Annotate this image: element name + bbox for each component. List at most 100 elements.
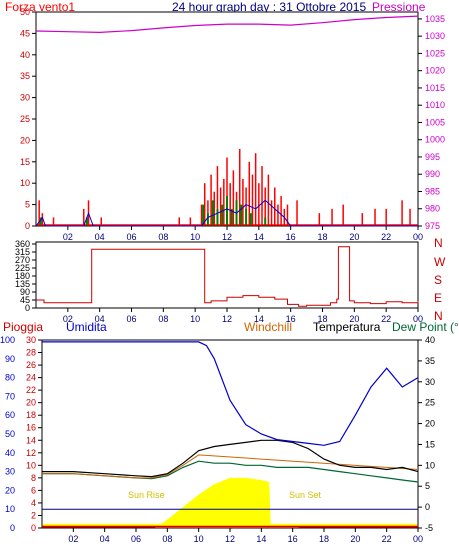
temp-tick-label: 40 (425, 335, 435, 345)
x-tick-label: 16 (286, 232, 296, 242)
temp-tick-label: 15 (425, 439, 435, 449)
y-right-tick-label: 1005 (425, 117, 445, 127)
panel1-marks (35, 15, 419, 227)
y-right-tick-label: 990 (425, 169, 440, 179)
x-tick-label: 20 (349, 314, 359, 324)
y-right-tick-label: 1000 (425, 135, 445, 145)
y-left-tick-label: 30 (20, 93, 30, 103)
y-right-tick-label: 975 (425, 221, 440, 231)
x-tick-label: 04 (100, 534, 110, 544)
humidity-tick-label: 30 (5, 467, 15, 477)
x-tick-label: 22 (381, 314, 391, 324)
rain-tick-label: 8 (31, 473, 36, 483)
x-tick-label: 02 (68, 534, 78, 544)
y-right-tick-label: 1015 (425, 83, 445, 93)
temp-tick-label: -5 (425, 523, 433, 533)
panel1-right-axis: 975 980 985 990 995 1000 1005 1010 1015 1020 1025 1… (418, 14, 445, 231)
rain-tick-label: 0 (31, 523, 36, 533)
humidity-tick-label: 80 (5, 373, 15, 383)
y-right-tick-label: 995 (425, 152, 440, 162)
rain-tick-label: 4 (31, 498, 36, 508)
x-tick-label: 08 (158, 314, 168, 324)
y-left-tick-label: 10 (20, 178, 30, 188)
y-right-tick-label: 980 (425, 204, 440, 214)
x-tick-label: 22 (382, 534, 392, 544)
humidity-tick-label: 10 (5, 504, 15, 514)
y-left-tick-label: 25 (20, 114, 30, 124)
humidity-tick-label: 100 (0, 335, 15, 345)
panel2-marks (36, 246, 419, 307)
x-tick-label: 14 (256, 534, 266, 544)
x-tick-label: 20 (350, 534, 360, 544)
x-tick-label: 00 (413, 314, 423, 324)
humidity-tick-label: 50 (5, 429, 15, 439)
y-tick-label: 180 (15, 271, 30, 281)
solar-area (154, 477, 419, 528)
x-tick-label: 10 (190, 232, 200, 242)
windchill-series-label: Windchill (244, 320, 292, 334)
x-tick-label: 12 (222, 232, 232, 242)
humidity-tick-label: 60 (5, 410, 15, 420)
y-left-tick-label: 5 (25, 200, 30, 210)
x-tick-label: 06 (131, 534, 141, 544)
humidity-tick-label: 20 (5, 485, 15, 495)
y-right-tick-label: 1035 (425, 14, 445, 24)
chart-title: 24 hour graph day : 31 Ottobre 2015 (172, 0, 366, 14)
x-tick-label: 04 (95, 232, 105, 242)
y-tick-label: 0 (25, 303, 30, 313)
gust-line (35, 199, 418, 227)
rain-tick-label: 14 (26, 435, 36, 445)
x-tick-label: 10 (190, 314, 200, 324)
x-tick-label: 22 (381, 232, 391, 242)
x-tick-label: 08 (162, 534, 172, 544)
temp-tick-label: 5 (425, 481, 430, 491)
y-left-tick-label: 50 (20, 7, 30, 17)
y-right-tick-label: 1020 (425, 66, 445, 76)
x-tick-label: 06 (126, 314, 136, 324)
x-tick-label: 10 (194, 534, 204, 544)
rain-tick-label: 2 (31, 510, 36, 520)
humidity-line (42, 341, 419, 446)
temperature-series-label: Temperatura (313, 320, 381, 334)
rain-series-label: Pioggia (3, 320, 43, 334)
rain-tick-label: 28 (26, 348, 36, 358)
y-tick-label: 270 (15, 255, 30, 265)
x-tick-label: 12 (222, 314, 232, 324)
rain-tick-label: 26 (26, 360, 36, 370)
humidity-tick-label: 40 (5, 448, 15, 458)
humidity-series-label: Umidita (66, 320, 107, 334)
x-tick-label: 16 (288, 534, 298, 544)
x-tick-label: 02 (63, 314, 73, 324)
rain-tick-label: 6 (31, 485, 36, 495)
y-right-tick-label: 1010 (425, 100, 445, 110)
y-tick-label: 360 (15, 239, 30, 249)
wind-direction-line (36, 246, 419, 307)
direction-label: S (434, 273, 442, 287)
sunset-annotation: Sun Set (289, 490, 322, 500)
panel2-x-axis: 02 04 06 08 10 12 14 16 18 20 22 00 (63, 308, 423, 324)
x-tick-label: 18 (319, 534, 329, 544)
y-right-tick-label: 1025 (425, 48, 445, 58)
direction-label: E (434, 291, 442, 305)
y-left-tick-label: 15 (20, 157, 30, 167)
panel3-x-axis: 02 04 06 08 10 12 14 16 18 20 22 00 (68, 528, 423, 544)
x-tick-label: 14 (254, 232, 264, 242)
rain-tick-label: 10 (26, 460, 36, 470)
y-left-tick-label: 40 (20, 50, 30, 60)
rain-band (43, 523, 417, 527)
x-tick-label: 18 (317, 232, 327, 242)
wind-series-label: Forza vento1 (5, 0, 75, 14)
y-right-tick-label: 985 (425, 186, 440, 196)
y-left-tick-label: 0 (25, 221, 30, 231)
sunrise-annotation: Sun Rise (128, 490, 165, 500)
x-tick-label: 04 (95, 314, 105, 324)
temp-tick-label: 25 (425, 398, 435, 408)
humidity-tick-label: 70 (5, 391, 15, 401)
temperature-line (42, 439, 419, 478)
pressure-series-label: Pressione (372, 0, 426, 14)
y-tick-label: 315 (15, 247, 30, 257)
x-tick-label: 12 (225, 534, 235, 544)
temp-tick-label: 10 (425, 460, 435, 470)
